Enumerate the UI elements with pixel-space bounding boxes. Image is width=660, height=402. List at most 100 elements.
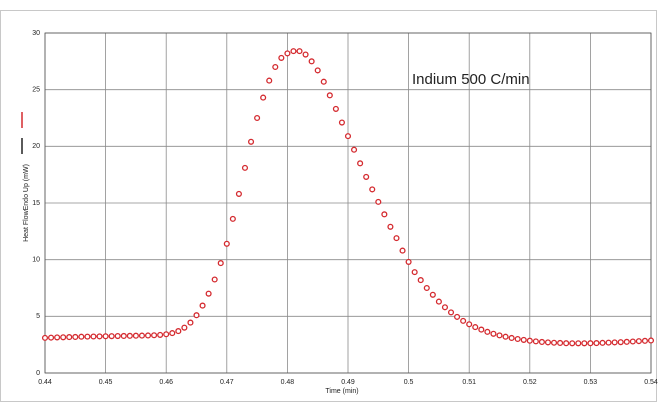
- data-point: [447, 309, 455, 316]
- data-point: [41, 334, 49, 341]
- data-point: [254, 114, 261, 122]
- data-point: [429, 291, 436, 298]
- data-point: [502, 333, 509, 340]
- data-point: [229, 215, 236, 222]
- data-point: [48, 334, 55, 341]
- data-point: [284, 50, 291, 57]
- data-point: [369, 186, 376, 193]
- data-point: [60, 334, 67, 341]
- data-point: [581, 340, 588, 347]
- data-point: [151, 332, 158, 339]
- data-point: [563, 340, 570, 347]
- data-point: [290, 48, 297, 55]
- data-point: [84, 333, 91, 340]
- data-point: [138, 332, 146, 339]
- data-point: [235, 190, 242, 197]
- data-point: [520, 336, 527, 343]
- data-point: [344, 133, 352, 140]
- data-point: [587, 340, 594, 347]
- data-point: [417, 277, 424, 284]
- data-point: [460, 317, 467, 324]
- data-point: [575, 340, 582, 347]
- data-point: [363, 173, 370, 180]
- data-point: [526, 337, 533, 344]
- data-point: [544, 339, 552, 346]
- data-point: [399, 247, 406, 254]
- data-point: [387, 223, 394, 230]
- x-tick-label: 0.47: [220, 379, 234, 386]
- data-point: [538, 338, 545, 345]
- data-point: [514, 335, 521, 343]
- data-point: [102, 333, 109, 340]
- data-point: [272, 63, 279, 71]
- data-point: [187, 319, 194, 326]
- data-point: [532, 338, 539, 345]
- data-point: [617, 339, 624, 346]
- data-point: [199, 302, 206, 309]
- data-point: [338, 119, 345, 126]
- data-point: [357, 160, 364, 167]
- y-axis-label: Heat FlowEndo Up (mW): [23, 164, 30, 242]
- data-point: [193, 312, 200, 319]
- data-point: [211, 276, 218, 283]
- data-point: [278, 54, 285, 61]
- x-tick-label: 0.46: [159, 379, 173, 386]
- data-point: [181, 324, 188, 331]
- data-point: [611, 339, 618, 346]
- data-point: [120, 332, 127, 339]
- annotation: Indium 500 C/min: [412, 71, 530, 88]
- y-tick-label: 30: [32, 30, 40, 37]
- y-tick-label: 20: [32, 143, 40, 150]
- plot-border: [44, 32, 652, 374]
- data-point: [599, 339, 606, 346]
- data-point: [496, 332, 503, 339]
- y-tick-label: 25: [32, 87, 40, 94]
- data-point: [217, 260, 224, 267]
- data-point: [144, 332, 152, 339]
- x-tick-label: 0.51: [462, 379, 476, 386]
- data-point: [90, 333, 97, 340]
- data-point: [381, 211, 388, 218]
- data-point: [296, 48, 303, 55]
- data-point: [157, 331, 164, 338]
- data-point: [78, 333, 85, 340]
- data-point: [54, 334, 61, 341]
- data-point: [441, 304, 449, 311]
- y-tick-label: 5: [36, 313, 40, 320]
- data-point: [569, 340, 576, 347]
- data-point: [490, 330, 497, 337]
- data-point: [647, 337, 655, 344]
- data-point: [326, 92, 333, 99]
- data-point: [169, 330, 176, 337]
- data-point: [411, 269, 418, 276]
- data-point: [393, 235, 400, 242]
- y-tick-label: 10: [32, 257, 40, 264]
- data-point: [423, 284, 430, 292]
- data-point: [484, 328, 491, 335]
- x-tick-label: 0.49: [341, 379, 355, 386]
- data-point: [132, 332, 139, 339]
- data-point: [126, 332, 133, 339]
- data-point: [605, 339, 612, 346]
- data-point: [260, 94, 267, 101]
- x-tick-label: 0.5: [404, 379, 414, 386]
- x-axis-label: Time (min): [325, 388, 358, 395]
- data-point: [114, 333, 121, 340]
- x-tick-label: 0.52: [523, 379, 537, 386]
- data-point: [351, 146, 358, 153]
- data-point: [405, 258, 412, 265]
- data-point: [435, 298, 442, 305]
- y-tick-label: 0: [36, 370, 40, 377]
- data-point: [593, 340, 600, 347]
- data-point: [302, 51, 309, 58]
- data-point: [320, 78, 327, 85]
- data-point: [454, 313, 461, 320]
- data-point: [108, 333, 115, 340]
- data-point: [466, 321, 473, 328]
- data-point: [163, 331, 170, 338]
- data-point: [550, 339, 558, 346]
- data-point: [641, 337, 648, 344]
- x-tick-label: 0.54: [644, 379, 658, 386]
- data-point: [314, 67, 321, 74]
